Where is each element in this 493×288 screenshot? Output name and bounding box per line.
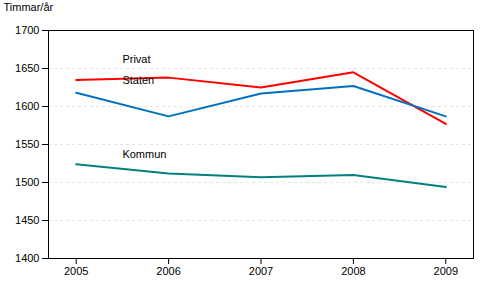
svg-text:2005: 2005	[64, 265, 88, 277]
svg-text:1400: 1400	[15, 252, 39, 264]
svg-text:2008: 2008	[341, 265, 365, 277]
svg-text:1700: 1700	[15, 24, 39, 36]
svg-text:1450: 1450	[15, 214, 39, 226]
svg-text:1500: 1500	[15, 176, 39, 188]
svg-text:2006: 2006	[156, 265, 180, 277]
svg-text:1600: 1600	[15, 100, 39, 112]
svg-text:Privat: Privat	[122, 53, 150, 65]
svg-text:Kommun: Kommun	[122, 148, 166, 160]
svg-text:2009: 2009	[434, 265, 458, 277]
svg-text:Timmar/år: Timmar/år	[4, 1, 54, 13]
svg-text:Staten: Staten	[122, 74, 154, 86]
svg-text:1650: 1650	[15, 62, 39, 74]
svg-text:2007: 2007	[249, 265, 273, 277]
svg-text:1550: 1550	[15, 138, 39, 150]
